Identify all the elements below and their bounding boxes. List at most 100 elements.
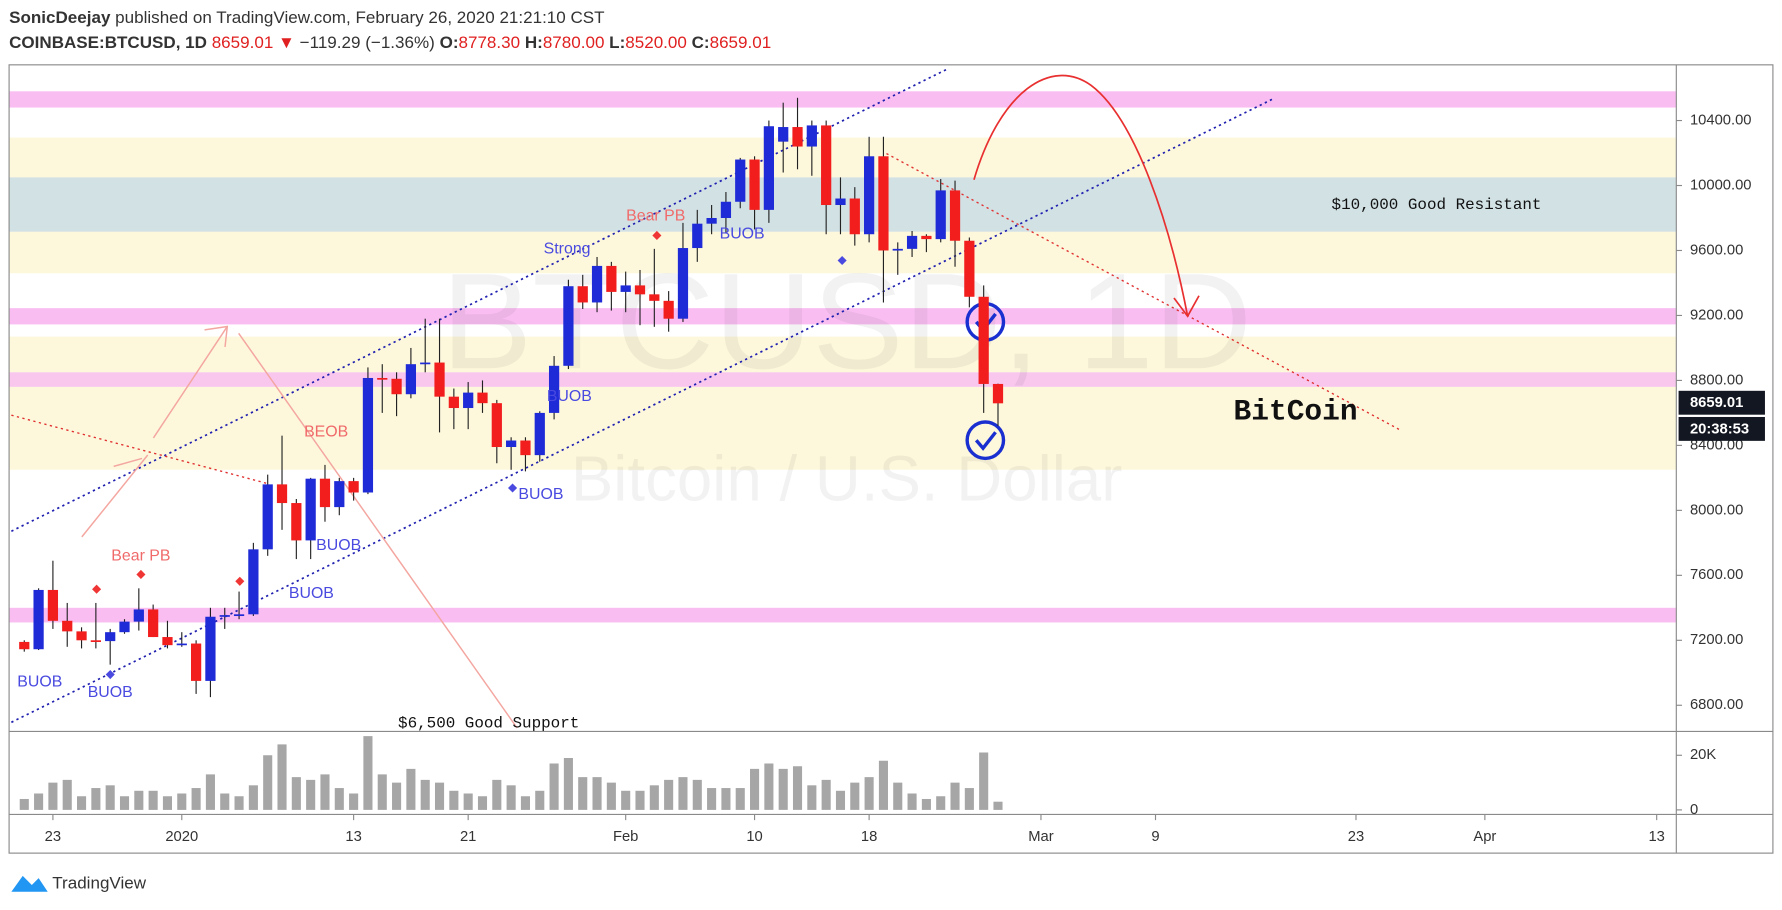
candle-body [864,156,875,235]
candle-body [190,643,202,681]
annotation: BUOB [289,585,334,602]
candles [19,97,1004,810]
x-tick-label: Feb [613,829,638,845]
candle-body [806,125,817,147]
candle-body [649,294,660,301]
annotation: Strong [544,240,591,257]
header-line: SonicDeejay published on TradingView.com… [9,8,605,27]
zone [9,231,1677,274]
annotation: BEOB [304,423,348,440]
annotation: $6,500 Good Support [398,715,579,733]
candle-body [534,412,545,456]
candle-body [334,481,345,508]
y-tick-label: 10400.00 [1690,112,1752,128]
candle-body [133,609,144,622]
candle-body [520,440,531,456]
candle-body [978,296,989,384]
x-tick-label: 23 [1348,829,1364,845]
zone [9,336,1677,373]
published: published on TradingView.com, February 2… [115,8,605,27]
red-arrow [973,74,1189,317]
candle-body [362,377,374,493]
y-tick-label: 8000.00 [1690,502,1743,518]
candle-body [634,285,646,295]
check [974,431,997,451]
candle-body [878,156,889,251]
annotation: BUOB [88,684,133,701]
channel-lower [10,98,1274,724]
x-tick-label: 13 [345,829,361,845]
candle-body [33,589,44,650]
x-tick-label: Apr [1473,829,1496,845]
candle-body [233,614,245,617]
candle-body [19,641,30,650]
zone [9,137,1677,178]
candle-body [148,609,159,638]
pink-line [238,332,518,729]
annotation: BUOB [316,537,361,554]
y-tick-label: 8400.00 [1690,437,1743,453]
candle-body [935,190,946,240]
l-label: L: [609,33,625,52]
c: 8659.01 [710,33,772,52]
axes: 6800.00 7200.00 7600.00 8000.00 8400.00 8800.… [45,112,1765,845]
candle-body [620,285,631,292]
zone [9,308,1677,325]
candle-body [47,589,59,621]
candle-body [305,478,316,541]
watermark: BTCUSD, 1D [441,244,1252,397]
candle-body [248,549,259,615]
brand: TradingView [52,873,146,892]
candle-body [821,125,832,206]
logo-icon [11,875,48,892]
candle-body [921,235,932,240]
y-tick-label: 7200.00 [1690,632,1743,648]
pink-arrow [152,326,228,439]
red-arrowhead [1173,295,1200,318]
symbol-line: COINBASE:BTCUSD, 1D 8659.01 ▼ −119.29 (−… [9,33,771,52]
last: 8659.01 [212,33,274,52]
last-price-label: 8659.01 [1690,395,1743,411]
candle-body [606,265,617,292]
candle-body [119,621,130,633]
zone [9,91,1677,108]
annotations: BUOB BUOB Bear PB BUOB BUOB BEOB BUOB BUOB Stron… [17,196,1541,733]
candle-body [90,640,101,643]
candle-body [348,481,359,493]
y-tick-label: 9600.00 [1690,242,1743,258]
pink-arrow [81,454,149,538]
candle-body [563,286,574,366]
candle-body [892,248,903,251]
candle-body [377,377,388,380]
candle-body [276,484,288,504]
red-dotted-line [886,152,1401,431]
y-tick-label: 8800.00 [1690,372,1743,388]
annotation: BUOB [547,388,592,405]
candle-body [692,223,703,249]
candle-body [62,620,73,632]
x-tick-label: 18 [861,829,877,845]
y-tick-label: 10000.00 [1690,177,1752,193]
l: 8520.00 [625,33,687,52]
candle-body [677,248,689,319]
candle-body [219,615,230,617]
x-tick-label: 2020 [165,829,198,845]
candle-body [577,286,588,303]
countdown-box [1678,416,1765,441]
volume-tick-label: 0 [1690,802,1698,818]
c-label: C: [692,33,710,52]
circle-marker [965,420,1006,461]
candle-body [849,198,860,235]
symbol: COINBASE:BTCUSD, 1D [9,33,207,52]
x-tick-label: 9 [1151,829,1159,845]
candle-body [391,378,402,395]
candle-body [591,265,603,303]
candle-body [835,198,846,206]
candle-body [463,392,474,409]
candle-body [506,440,517,448]
candle-body [448,396,459,409]
candle-body [405,364,417,395]
candle-body [76,631,87,641]
candle-body [906,235,918,249]
candle-body [663,300,674,319]
